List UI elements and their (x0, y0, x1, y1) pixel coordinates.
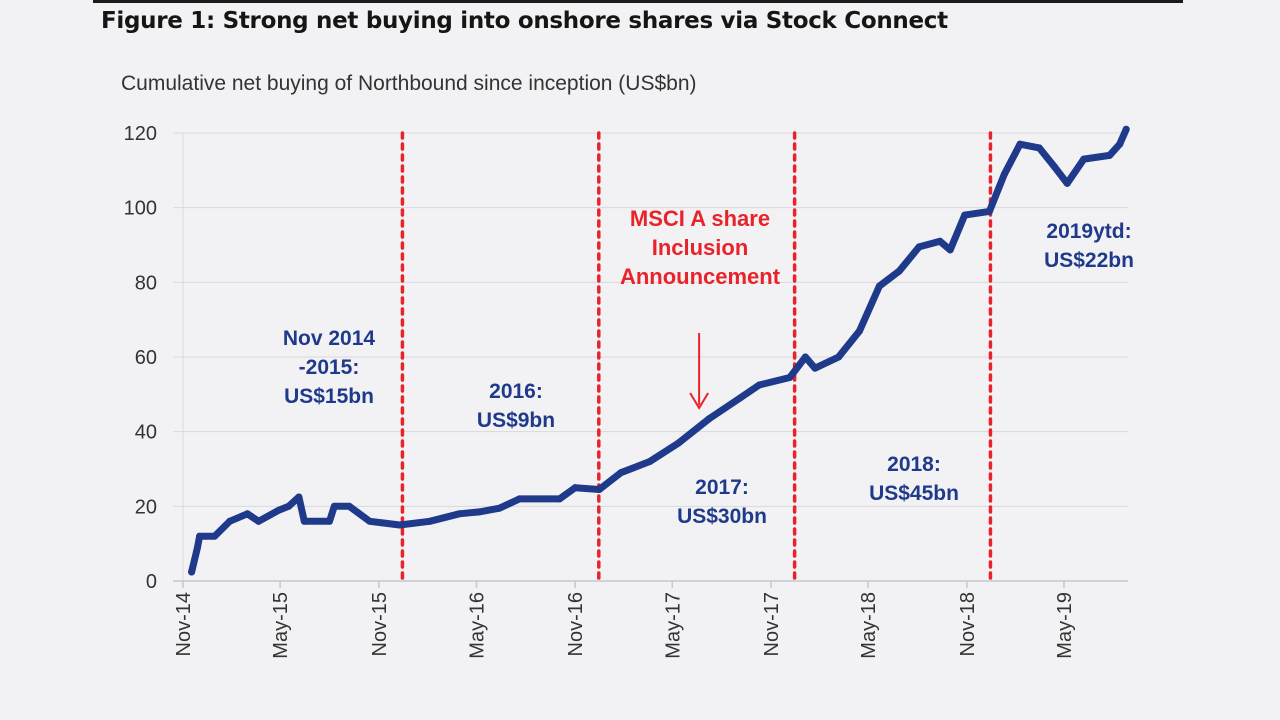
x-tick-label: May-17 (662, 592, 684, 659)
period-annotation: 2018: (887, 453, 941, 476)
msci-annotation: Inclusion (652, 235, 749, 260)
x-tick-label: May-16 (466, 592, 488, 659)
data-point (515, 495, 523, 503)
arrow-head-icon (689, 392, 709, 410)
data-point (801, 353, 809, 361)
data-point (755, 381, 763, 389)
top-rule (93, 0, 1183, 3)
msci-annotation: MSCI A share (630, 206, 770, 231)
data-point (475, 508, 483, 516)
data-point (595, 486, 603, 494)
period-annotation: US$30bn (677, 505, 767, 528)
data-point (295, 493, 303, 501)
x-tick-label: May-15 (270, 592, 292, 659)
data-point (617, 469, 625, 477)
msci-annotation: Announcement (620, 264, 781, 289)
data-point (936, 237, 944, 245)
x-tick-label: Nov-17 (761, 592, 783, 656)
data-point (875, 282, 883, 290)
data-point (196, 532, 204, 540)
period-annotation: -2015: (299, 356, 360, 379)
y-tick-label: 0 (146, 571, 157, 593)
y-tick-label: 60 (135, 347, 157, 369)
data-point (811, 364, 819, 372)
data-point (895, 267, 903, 275)
data-point (325, 517, 333, 525)
y-tick-label: 40 (135, 422, 157, 444)
data-point (188, 568, 196, 576)
data-point (556, 495, 564, 503)
data-point (961, 211, 969, 219)
data-point (243, 510, 251, 518)
x-tick-label: May-18 (858, 592, 880, 659)
data-point (705, 415, 713, 423)
x-tick-label: May-19 (1054, 592, 1076, 659)
data-point (915, 243, 923, 251)
data-point (646, 458, 654, 466)
data-point (1035, 144, 1043, 152)
data-point (285, 502, 293, 510)
data-point (275, 506, 283, 514)
period-annotation: US$22bn (1044, 249, 1134, 272)
data-point (1050, 163, 1058, 171)
chart-subtitle: Cumulative net buying of Northbound sinc… (121, 72, 697, 95)
data-point (1106, 151, 1114, 159)
data-point (366, 517, 374, 525)
x-tick-label: Nov-16 (565, 592, 587, 656)
period-annotation: 2016: (489, 380, 543, 403)
data-point (835, 353, 843, 361)
data-point (330, 502, 338, 510)
data-point (300, 517, 308, 525)
period-annotation: US$9bn (477, 409, 555, 432)
y-tick-label: 20 (135, 496, 157, 518)
data-point (1000, 170, 1008, 178)
data-point (255, 517, 263, 525)
data-point (345, 502, 353, 510)
data-point (856, 327, 864, 335)
period-annotation: US$15bn (284, 385, 374, 408)
y-tick-label: 80 (135, 272, 157, 294)
data-point (1016, 140, 1024, 148)
data-point (1116, 140, 1124, 148)
data-point (1080, 155, 1088, 163)
data-point (736, 394, 744, 402)
period-annotation: 2019ytd: (1046, 220, 1131, 243)
period-annotation: US$45bn (869, 482, 959, 505)
data-point (396, 521, 404, 529)
data-point (211, 532, 219, 540)
data-point (426, 517, 434, 525)
y-tick-label: 120 (124, 123, 157, 145)
data-point (675, 439, 683, 447)
period-annotation: Nov 2014 (283, 327, 376, 350)
data-point (786, 374, 794, 382)
data-point (193, 543, 201, 551)
x-tick-label: Nov-14 (173, 592, 195, 656)
y-tick-label: 100 (124, 198, 157, 220)
data-point (1122, 125, 1130, 133)
x-tick-label: Nov-18 (957, 592, 979, 656)
data-point (985, 207, 993, 215)
data-point (455, 510, 463, 518)
chart-title: Figure 1: Strong net buying into onshore… (101, 8, 948, 34)
data-point (226, 517, 234, 525)
data-point (946, 246, 954, 254)
data-point (571, 484, 579, 492)
x-tick-label: Nov-15 (369, 592, 391, 656)
data-point (1063, 179, 1071, 187)
data-point (496, 504, 504, 512)
period-annotation: 2017: (695, 476, 749, 499)
